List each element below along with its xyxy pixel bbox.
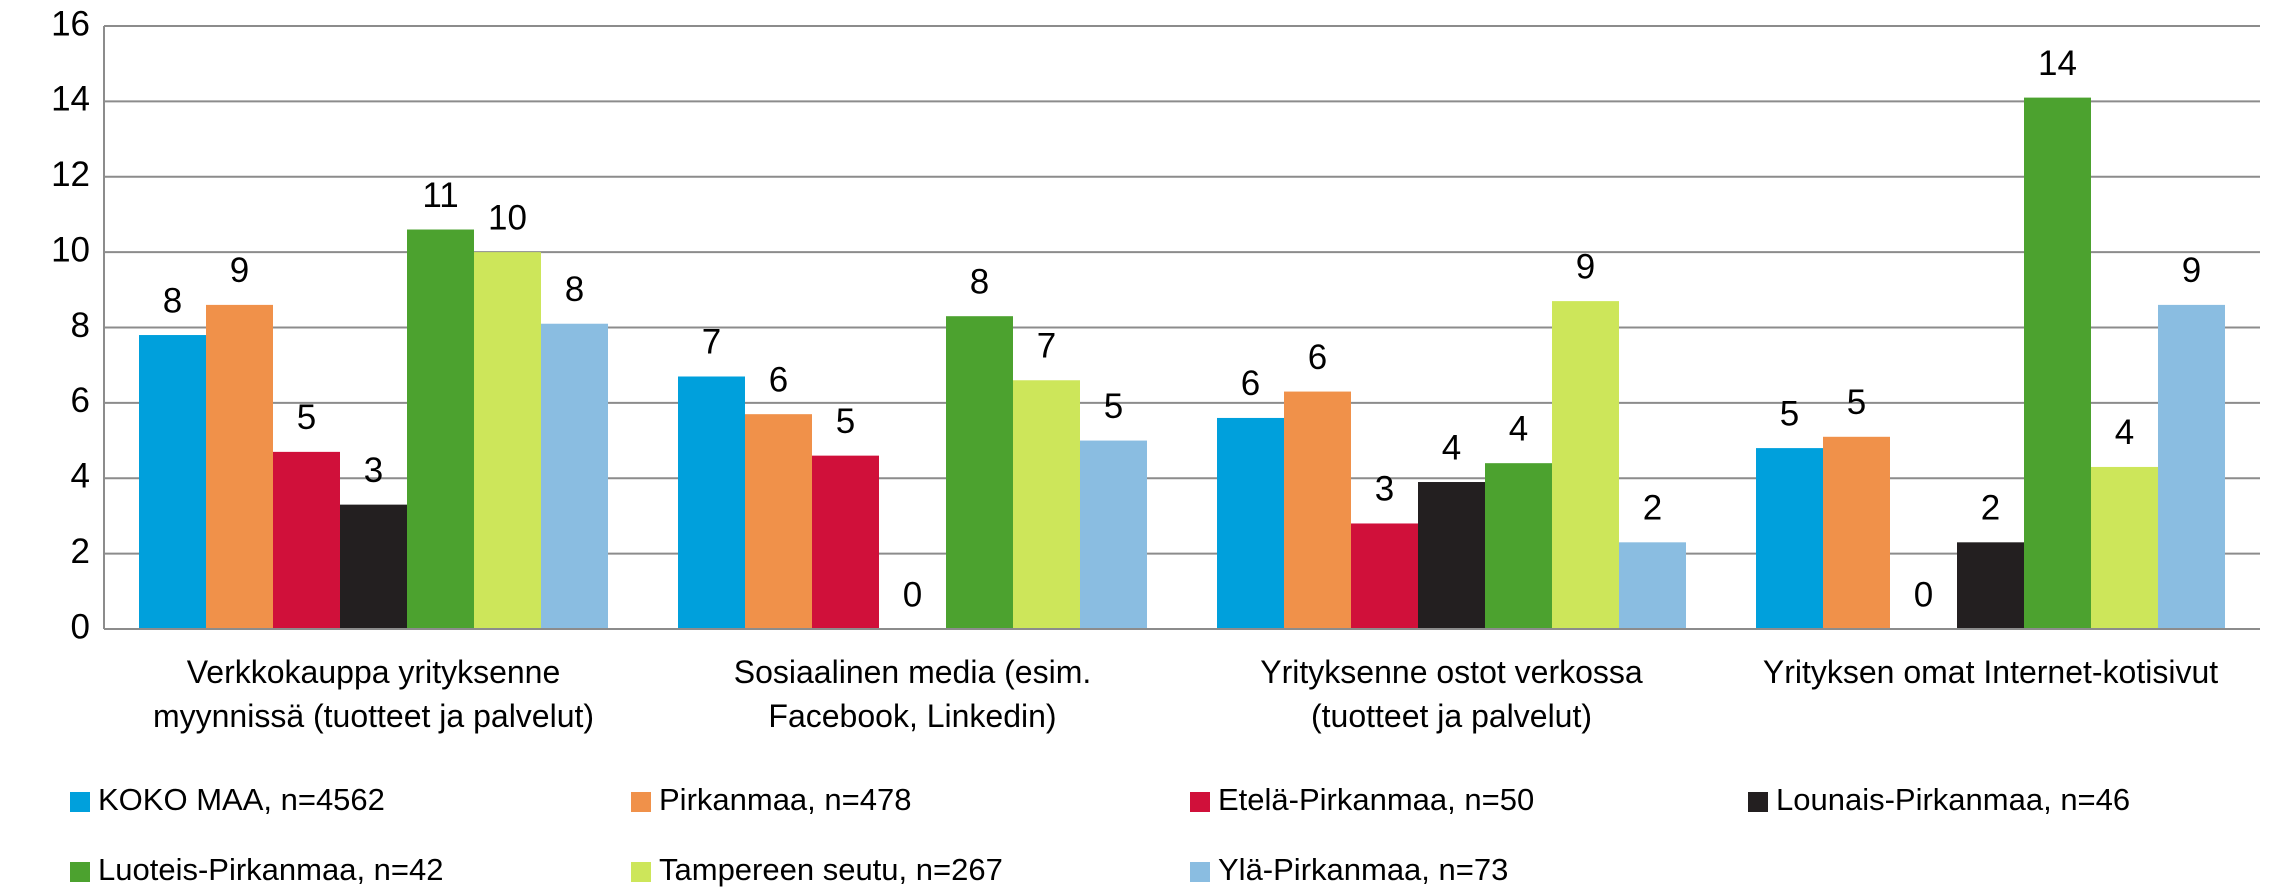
bar	[946, 316, 1013, 629]
legend-swatch	[70, 862, 90, 882]
y-tick-label: 2	[71, 532, 90, 571]
bar	[812, 455, 879, 629]
bar	[1823, 436, 1890, 629]
value-label: 0	[1914, 575, 1933, 614]
bar	[1351, 523, 1418, 629]
value-label: 0	[903, 575, 922, 614]
y-tick-label: 6	[71, 381, 90, 420]
value-label: 7	[1037, 327, 1056, 366]
bar	[541, 323, 608, 629]
value-label: 2	[1981, 489, 2000, 528]
bar	[1284, 391, 1351, 629]
bar	[2091, 466, 2158, 629]
bar	[1485, 463, 1552, 629]
value-label: 7	[702, 323, 721, 362]
y-tick-label: 16	[51, 4, 90, 43]
legend-swatch	[631, 792, 651, 812]
legend-swatch	[1748, 792, 1768, 812]
bar	[2158, 304, 2225, 629]
value-label: 6	[1241, 364, 1260, 403]
legend-swatch	[1190, 862, 1210, 882]
bar	[1756, 448, 1823, 629]
bar	[206, 304, 273, 629]
value-label: 5	[1104, 387, 1123, 426]
y-tick-label: 8	[71, 306, 90, 345]
x-tick-line: Sosiaalinen media (esim.	[734, 654, 1092, 690]
x-tick-line: Yrityksen omat Internet-kotisivut	[1763, 654, 2218, 690]
bar	[678, 376, 745, 629]
x-tick-line: Verkkokauppa yrityksenne	[187, 654, 561, 690]
bar	[1013, 380, 1080, 629]
value-label: 8	[163, 281, 182, 320]
value-label: 6	[1308, 338, 1327, 377]
value-label: 2	[1643, 489, 1662, 528]
bar	[1619, 542, 1686, 629]
bar	[1080, 440, 1147, 629]
value-label: 5	[836, 402, 855, 441]
legend-swatch	[70, 792, 90, 812]
value-label: 3	[1375, 470, 1394, 509]
value-label: 6	[769, 360, 788, 399]
y-tick-label: 0	[71, 607, 90, 646]
x-tick-label: Verkkokauppa yrityksenne myynnissä (tuott…	[153, 654, 594, 734]
value-label: 8	[970, 262, 989, 301]
value-label: 10	[488, 198, 527, 237]
legend-swatch	[1190, 792, 1210, 812]
legend-swatch	[631, 862, 651, 882]
value-label: 8	[565, 270, 584, 309]
value-label: 9	[230, 251, 249, 290]
value-label: 3	[364, 451, 383, 490]
legend-label: Etelä-Pirkanmaa, n=50	[1218, 782, 1534, 817]
bar	[745, 414, 812, 629]
value-label: 9	[1576, 247, 1595, 286]
legend-label: KOKO MAA, n=4562	[98, 782, 385, 817]
bar	[2024, 97, 2091, 629]
value-label: 11	[422, 176, 458, 215]
legend-label: Luoteis-Pirkanmaa, n=42	[98, 852, 444, 887]
legend-label: Pirkanmaa, n=478	[659, 782, 911, 817]
y-tick-label: 12	[51, 155, 90, 194]
x-tick-line: (tuotteet ja palvelut)	[1311, 698, 1592, 734]
legend-label: Tampereen seutu, n=267	[659, 852, 1003, 887]
bar	[1418, 482, 1485, 629]
bar	[1552, 301, 1619, 629]
x-tick-line: Facebook, Linkedin)	[768, 698, 1056, 734]
value-label: 9	[2182, 251, 2201, 290]
bar	[1957, 542, 2024, 629]
value-label: 14	[2038, 44, 2077, 83]
legend-label: Lounais-Pirkanmaa, n=46	[1776, 782, 2130, 817]
value-label: 4	[2115, 413, 2134, 452]
value-label: 5	[297, 398, 316, 437]
value-label: 5	[1780, 394, 1799, 433]
bar	[139, 335, 206, 629]
bar	[1217, 417, 1284, 629]
value-label: 5	[1847, 383, 1866, 422]
x-tick-label: Sosiaalinen media (esim. Facebook, Linked…	[734, 654, 1092, 734]
x-tick-line: myynnissä (tuotteet ja palvelut)	[153, 698, 594, 734]
bar	[407, 229, 474, 629]
x-tick-line: Yrityksenne ostot verkossa	[1260, 654, 1643, 690]
x-tick-label: Yrityksenne ostot verkossa (tuotteet ja p…	[1260, 654, 1643, 734]
y-tick-label: 14	[51, 80, 90, 119]
y-tick-label: 4	[71, 457, 90, 496]
value-label: 4	[1442, 428, 1461, 467]
legend-label: Ylä-Pirkanmaa, n=73	[1218, 852, 1508, 887]
x-tick-label: Yrityksen omat Internet-kotisivut	[1763, 654, 2218, 690]
bar	[273, 451, 340, 629]
y-tick-label: 10	[51, 230, 90, 269]
value-label: 4	[1509, 409, 1528, 448]
bar	[474, 252, 541, 629]
bar	[340, 504, 407, 629]
